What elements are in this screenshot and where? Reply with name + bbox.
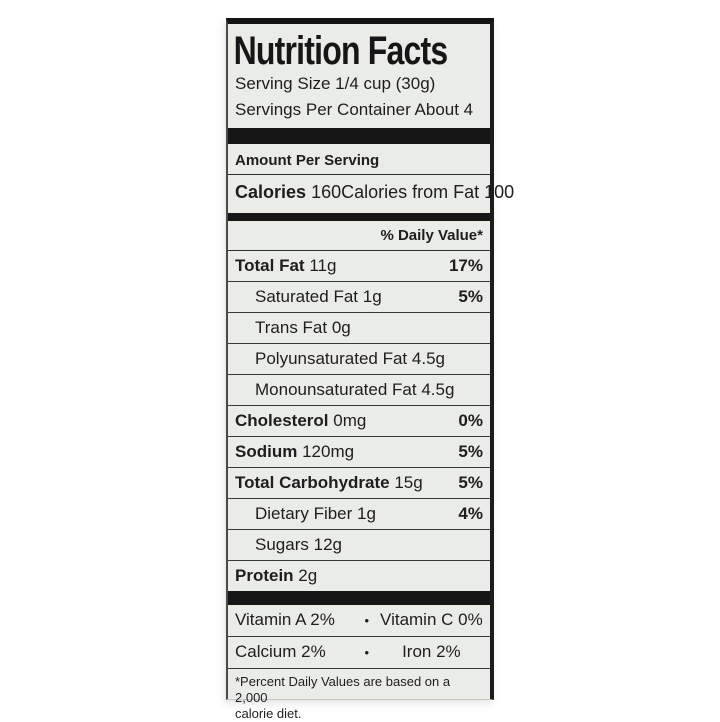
row-vitamin-a-c: Vitamin A 2% • Vitamin C 0% — [228, 605, 490, 637]
dv-sodium: 5% — [458, 442, 483, 461]
calcium-value: Calcium 2% — [235, 642, 326, 661]
servings-per-container-line: Servings Per Container About 4 — [235, 100, 474, 119]
divider-bar-calories — [228, 213, 490, 221]
row-monounsaturated-fat: Monounsaturated Fat 4.5g — [228, 375, 490, 406]
footnote-line-1: *Percent Daily Values are based on a 2,0… — [235, 674, 451, 705]
bullet-separator: • — [364, 613, 370, 628]
calories-label: Calories — [235, 182, 307, 202]
dv-dietary-fiber: 4% — [458, 504, 483, 523]
row-saturated-fat: Saturated Fat 1g 5% — [228, 282, 490, 313]
label-title: Nutrition Facts — [233, 29, 449, 73]
row-total-fat: Total Fat 11g 17% — [228, 251, 490, 282]
row-dietary-fiber: Dietary Fiber 1g 4% — [228, 499, 490, 530]
vitamin-c-value: Vitamin C 0% — [380, 610, 483, 629]
row-sugars: Sugars 12g — [228, 530, 490, 561]
row-sodium: Sodium 120mg 5% — [228, 437, 490, 468]
footnote: *Percent Daily Values are based on a 2,0… — [228, 669, 490, 722]
row-calcium-iron: Calcium 2% • Iron 2% — [228, 637, 490, 669]
calories-from-fat: Calories from Fat 100 — [341, 182, 515, 202]
nutrition-facts-label: Nutrition Facts Serving Size 1/4 cup (30… — [226, 18, 514, 721]
divider-bar-protein — [228, 591, 490, 605]
calories-value: 160 — [311, 182, 342, 202]
row-protein: Protein 2g — [235, 566, 318, 585]
serving-size-line: Serving Size 1/4 cup (30g) — [235, 74, 436, 93]
footnote-line-2: calorie diet. — [235, 706, 302, 721]
calories-amount: Calories 160 — [235, 182, 341, 203]
iron-value: Iron 2% — [402, 642, 461, 661]
vitamin-a-value: Vitamin A 2% — [235, 610, 335, 629]
dv-cholesterol: 0% — [458, 411, 483, 430]
daily-value-header: % Daily Value* — [228, 221, 490, 251]
row-cholesterol: Cholesterol 0mg 0% — [228, 406, 490, 437]
amount-per-serving-heading: Amount Per Serving — [228, 144, 490, 175]
divider-bar-top — [228, 128, 490, 144]
row-polyunsaturated-fat: Polyunsaturated Fat 4.5g — [228, 344, 490, 375]
row-trans-fat: Trans Fat 0g — [228, 313, 490, 344]
dv-total-fat: 17% — [448, 256, 483, 275]
row-total-carbohydrate: Total Carbohydrate 15g 5% — [228, 468, 490, 499]
dv-saturated-fat: 5% — [458, 287, 483, 306]
dv-total-carbohydrate: 5% — [458, 473, 483, 492]
bullet-separator: • — [364, 645, 370, 660]
calories-row: Calories 160 Calories from Fat 100 — [228, 175, 514, 211]
